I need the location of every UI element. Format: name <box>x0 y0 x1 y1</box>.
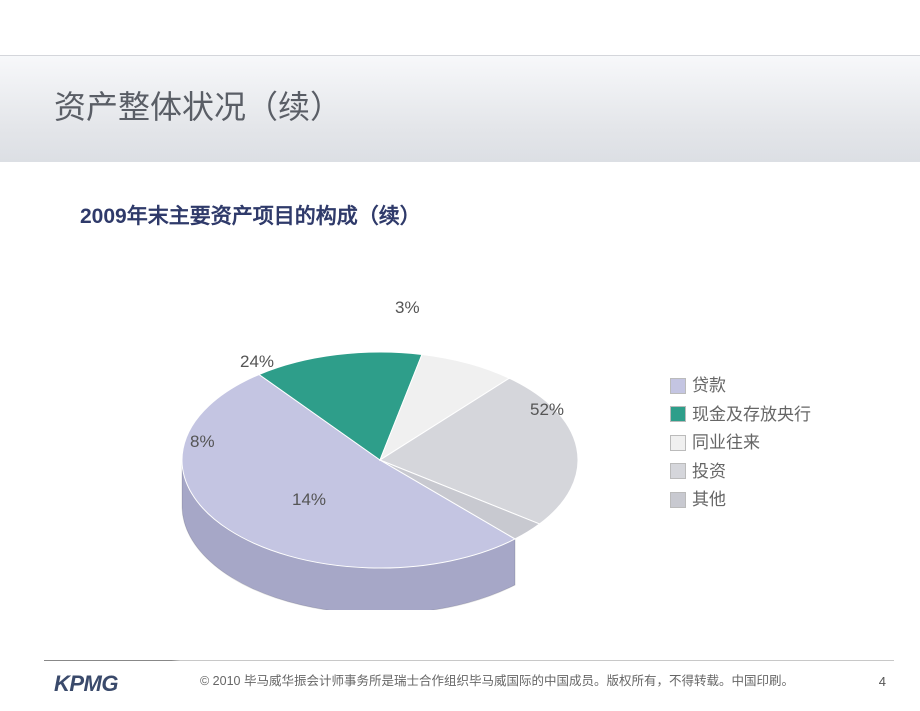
legend-swatch <box>670 435 686 451</box>
data-label: 14% <box>292 490 326 510</box>
legend-item: 其他 <box>670 487 811 513</box>
legend-swatch <box>670 492 686 508</box>
data-label: 3% <box>395 298 420 318</box>
legend-label: 其他 <box>692 487 726 513</box>
legend-label: 同业往来 <box>692 430 760 456</box>
header-bar: 资产整体状况（续） <box>0 55 920 162</box>
legend-item: 同业往来 <box>670 430 811 456</box>
data-label: 8% <box>190 432 215 452</box>
legend-item: 现金及存放央行 <box>670 402 811 428</box>
slide-title: 资产整体状况（续） <box>0 56 920 128</box>
top-strip <box>0 0 920 18</box>
pie-chart: 52% 14% 8% 24% 3% <box>100 260 660 610</box>
kpmg-logo: KPMG <box>54 671 118 697</box>
footer: KPMG © 2010 毕马威华振会计师事务所是瑞士合作组织毕马威国际的中国成员… <box>0 663 920 711</box>
legend-label: 投资 <box>692 459 726 485</box>
copyright-text: © 2010 毕马威华振会计师事务所是瑞士合作组织毕马威国际的中国成员。版权所有… <box>200 670 840 689</box>
slide: 资产整体状况（续） 2009年末主要资产项目的构成（续） 52% 14% 8% 24%… <box>0 0 920 711</box>
data-label: 52% <box>530 400 564 420</box>
legend-label: 现金及存放央行 <box>692 402 811 428</box>
legend-item: 投资 <box>670 459 811 485</box>
page-number: 4 <box>879 674 886 689</box>
legend-label: 贷款 <box>692 373 726 399</box>
pie-svg <box>100 260 660 610</box>
legend-item: 贷款 <box>670 373 811 399</box>
legend-swatch <box>670 378 686 394</box>
subtitle: 2009年末主要资产项目的构成（续） <box>80 200 421 230</box>
legend: 贷款现金及存放央行同业往来投资其他 <box>670 370 811 516</box>
legend-swatch <box>670 406 686 422</box>
legend-swatch <box>670 463 686 479</box>
data-label: 24% <box>240 352 274 372</box>
footer-divider <box>44 660 894 661</box>
